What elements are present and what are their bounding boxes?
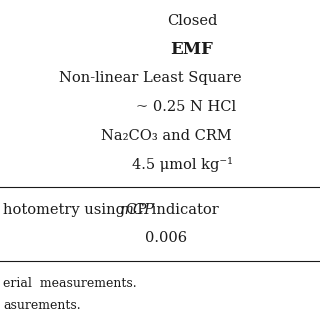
Text: hotometry using: hotometry using [3,203,130,217]
Text: asurements.: asurements. [3,299,81,312]
Text: Non-linear Least Square: Non-linear Least Square [59,71,242,85]
Text: EMF: EMF [171,41,213,58]
Text: Closed: Closed [167,14,217,28]
Text: CP indicator: CP indicator [126,203,219,217]
Text: erial  measurements.: erial measurements. [3,277,137,290]
Text: ~ 0.25 N HCl: ~ 0.25 N HCl [136,100,236,114]
Text: Na₂CO₃ and CRM: Na₂CO₃ and CRM [101,129,232,143]
Text: mCP: mCP [120,203,155,217]
Text: 4.5 μmol kg⁻¹: 4.5 μmol kg⁻¹ [132,157,233,172]
Text: 0.006: 0.006 [145,231,188,245]
